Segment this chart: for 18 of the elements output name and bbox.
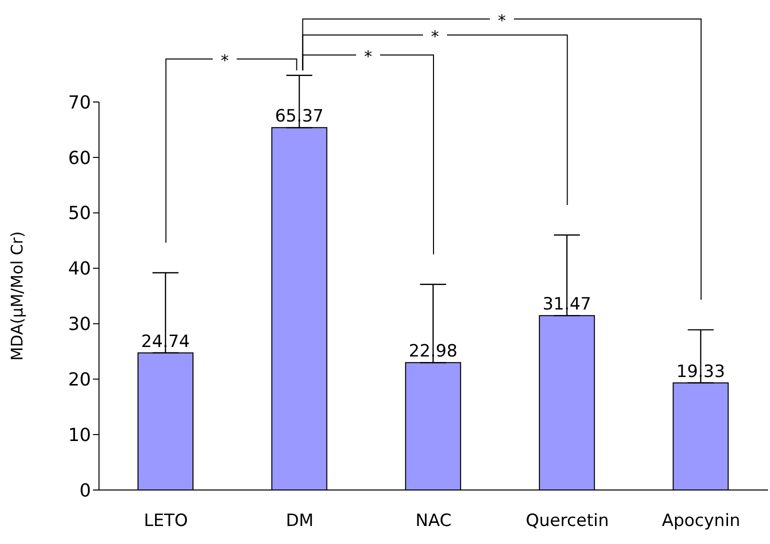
y-tick-label: 20 [68, 370, 91, 391]
y-tick-label: 30 [68, 314, 91, 336]
y-tick-label: 70 [68, 92, 91, 114]
text: * [364, 47, 372, 66]
text: * [498, 11, 506, 30]
y-tick-label: 0 [80, 480, 91, 502]
y-tick-label: 10 [68, 424, 91, 446]
text: * [220, 51, 229, 70]
text: * [431, 27, 439, 46]
y-tick-label: 40 [68, 258, 91, 280]
x-tick-label: DM [286, 511, 314, 532]
x-tick-label: Quercetin [526, 511, 609, 532]
y-tick-label: 60 [68, 148, 91, 169]
x-tick-label: NAC [416, 511, 452, 532]
y-axis-title: MDA(μM/Mol Cr) [8, 231, 27, 361]
x-tick-label: Apocynin [662, 511, 740, 532]
x-tick-label: LETO [144, 511, 188, 532]
y-tick-label: 50 [68, 203, 91, 224]
